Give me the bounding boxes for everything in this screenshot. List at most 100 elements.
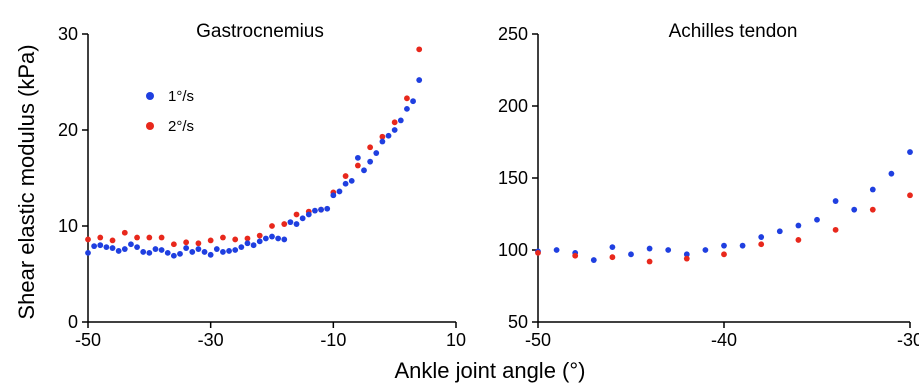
- x-tick-label: 10: [446, 330, 466, 350]
- data-point: [85, 236, 91, 243]
- data-point: [103, 244, 110, 251]
- data-point: [121, 246, 128, 252]
- data-point: [109, 237, 116, 244]
- data-point: [336, 188, 343, 195]
- data-point: [404, 105, 410, 112]
- data-point: [177, 250, 183, 257]
- data-point: [97, 242, 104, 249]
- panel-gastrocnemius: 0 10 20 30 -50 -30 -10 10 Gastrocnemius 1°/s 2°/s: [58, 21, 466, 350]
- data-point: [164, 249, 171, 256]
- data-point: [907, 192, 913, 199]
- data-point: [146, 234, 153, 241]
- data-point: [262, 235, 269, 242]
- data-point: [683, 255, 690, 262]
- data-point: [391, 127, 398, 133]
- data-point: [391, 119, 398, 126]
- data-point: [397, 117, 404, 124]
- data-point: [299, 215, 306, 222]
- legend-marker: [146, 122, 154, 130]
- data-point: [213, 246, 220, 252]
- data-point: [683, 251, 690, 258]
- x-tick-label: -10: [320, 330, 346, 350]
- y-tick-label: 200: [498, 96, 528, 116]
- data-point: [170, 241, 177, 248]
- y-tick-label: 20: [58, 120, 78, 140]
- data-point: [646, 245, 653, 252]
- data-point: [152, 246, 159, 252]
- data-point: [170, 252, 177, 259]
- legend-label: 2°/s: [168, 118, 194, 135]
- data-point: [342, 180, 349, 187]
- data-point: [379, 133, 386, 140]
- x-tick-label: -50: [75, 330, 101, 350]
- data-point: [907, 149, 913, 155]
- data-point: [628, 251, 634, 258]
- data-point: [128, 241, 134, 248]
- data-point: [590, 257, 597, 263]
- data-point: [207, 237, 214, 244]
- data-point: [721, 242, 727, 249]
- data-point: [367, 144, 374, 151]
- data-point: [250, 242, 257, 249]
- legend-marker: [146, 92, 154, 100]
- data-point: [201, 249, 208, 255]
- panel-title: Achilles tendon: [669, 21, 798, 42]
- data-point: [702, 247, 709, 253]
- data-point: [739, 242, 746, 249]
- data-point: [758, 234, 765, 240]
- data-point: [348, 177, 355, 184]
- panel-title: Gastrocnemius: [196, 21, 324, 42]
- data-point: [795, 237, 802, 243]
- y-axis-title: Shear elastic modulus (kPa): [14, 44, 39, 319]
- y-tick-label: 0: [68, 312, 78, 332]
- data-point: [281, 236, 288, 243]
- data-point: [109, 245, 116, 251]
- data-point: [379, 138, 386, 145]
- data-point: [342, 173, 349, 179]
- data-point: [312, 207, 318, 214]
- data-point: [416, 77, 423, 83]
- panel-achilles-tendon: 50 100 150 200 250 -50 -40 -30 Achilles tendon: [498, 21, 919, 350]
- y-tick-label: 30: [58, 24, 78, 44]
- data-point: [609, 254, 616, 261]
- data-point: [293, 211, 300, 218]
- data-point: [275, 235, 282, 242]
- data-point: [238, 244, 245, 251]
- data-point: [256, 232, 263, 239]
- x-axis-title: Ankle joint angle (°): [394, 358, 585, 383]
- data-point: [134, 234, 140, 241]
- series: [535, 192, 913, 265]
- data-point: [367, 158, 374, 165]
- x-tick-label: -40: [711, 330, 737, 350]
- data-point: [232, 247, 239, 253]
- data-point: [609, 244, 616, 251]
- data-point: [220, 234, 226, 241]
- y-tick-label: 10: [58, 216, 78, 236]
- data-point: [97, 234, 104, 241]
- legend: 1°/s 2°/s: [146, 88, 194, 135]
- data-point: [832, 226, 839, 233]
- x-tick-label: -30: [198, 330, 224, 350]
- x-tick-label: -50: [525, 330, 551, 350]
- y-tick-label: 150: [498, 168, 528, 188]
- data-point: [869, 186, 876, 193]
- data-point: [535, 249, 541, 256]
- data-point: [244, 235, 251, 242]
- data-point: [220, 249, 226, 255]
- legend-label: 1°/s: [168, 88, 194, 105]
- data-point: [776, 228, 783, 235]
- data-point: [795, 222, 802, 229]
- data-point: [121, 229, 128, 236]
- data-point: [226, 248, 232, 254]
- data-point: [888, 170, 895, 177]
- y-tick-label: 100: [498, 240, 528, 260]
- data-point: [195, 246, 202, 252]
- data-point: [195, 240, 202, 247]
- data-point: [404, 95, 410, 102]
- data-point: [354, 154, 361, 161]
- data-point: [410, 98, 416, 105]
- series: [85, 46, 423, 248]
- data-point: [646, 258, 653, 265]
- data-point: [207, 251, 214, 258]
